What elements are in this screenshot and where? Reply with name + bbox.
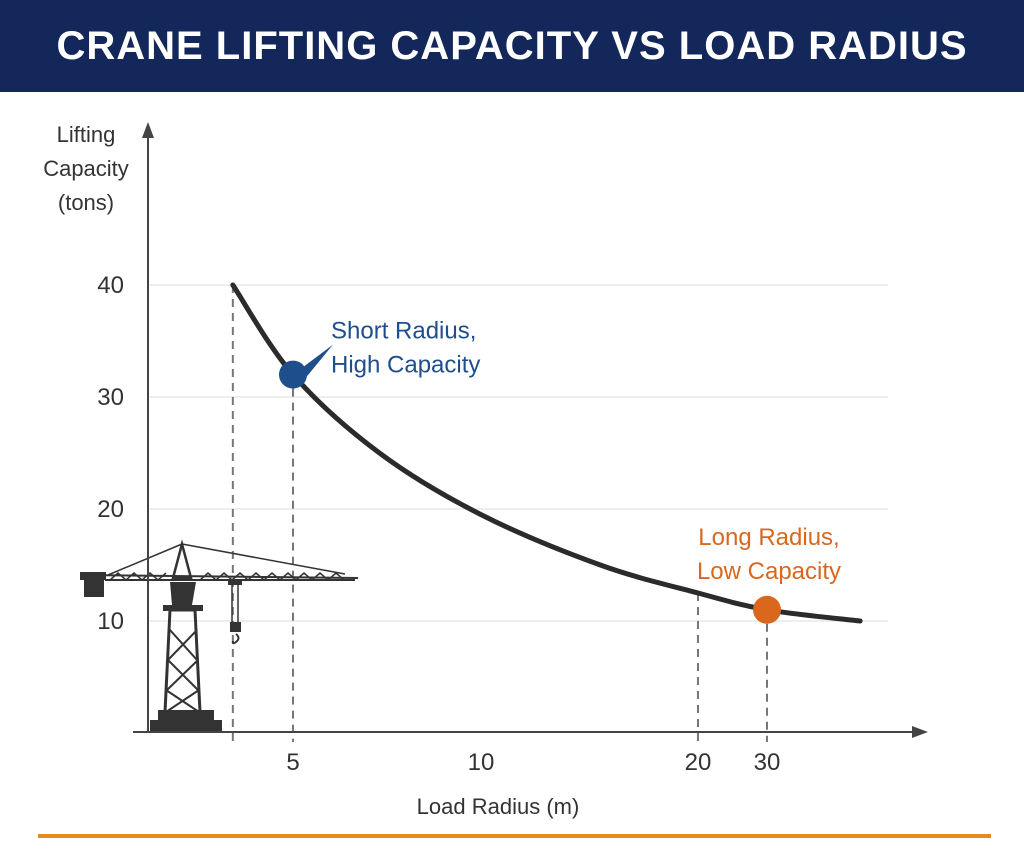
x-axis-arrow-icon: [912, 726, 928, 738]
x-axis-label: Load Radius (m): [417, 794, 580, 819]
y-axis-arrow-icon: [142, 122, 154, 138]
x-tick-label: 30: [754, 749, 781, 776]
y-axis-label-line2: Capacity: [43, 156, 129, 181]
annotation-label: High Capacity: [331, 352, 480, 379]
title-bar: CRANE LIFTING CAPACITY VS LOAD RADIUS: [0, 0, 1024, 92]
annotation-label: Short Radius,: [331, 318, 476, 345]
y-axis-label-line3: (tons): [58, 190, 114, 215]
annotation-label: Long Radius,: [698, 524, 839, 551]
y-tick-label: 10: [97, 608, 124, 635]
chart-title: CRANE LIFTING CAPACITY VS LOAD RADIUS: [56, 23, 968, 68]
y-axis-label-line1: Lifting: [57, 122, 116, 147]
x-tick-label: 10: [468, 749, 495, 776]
bottom-accent-rule: [38, 834, 991, 838]
x-tick-label: 20: [685, 749, 712, 776]
x-tick-label: 5: [286, 749, 299, 776]
callout-pointer: [301, 344, 333, 379]
high-capacity-point: [279, 360, 307, 389]
annotation-label: Low Capacity: [697, 558, 841, 585]
tower-crane-icon: [79, 539, 359, 732]
low-capacity-point: [753, 595, 781, 624]
y-tick-label: 20: [97, 496, 124, 523]
y-tick-label: 40: [97, 272, 124, 299]
y-tick-label: 30: [97, 384, 124, 411]
